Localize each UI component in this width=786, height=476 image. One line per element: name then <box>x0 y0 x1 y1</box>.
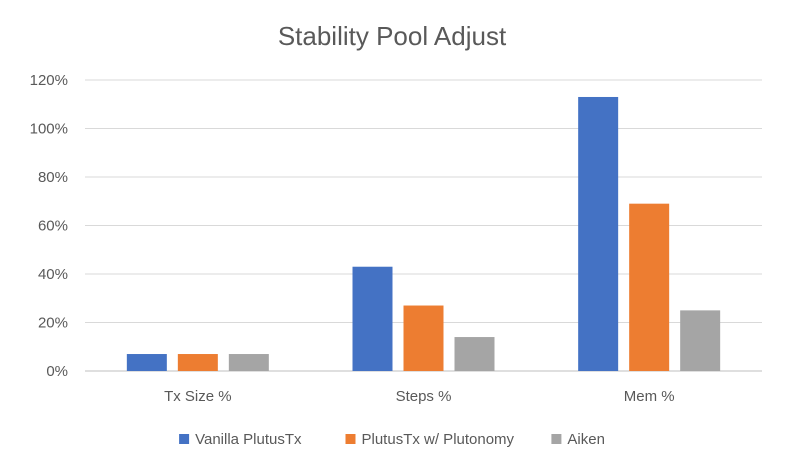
x-category-label: Mem % <box>624 388 675 405</box>
y-axis-tick-labels: 0% 20% 40% 60% 80% 100% 120% <box>30 72 68 380</box>
bar <box>680 310 721 371</box>
legend-swatch <box>179 434 190 444</box>
legend-label: Vanilla PlutusTx <box>195 431 302 448</box>
x-axis-category-labels: Tx Size % Steps % Mem % <box>164 388 675 405</box>
gridlines <box>85 79 762 372</box>
y-tick-label: 80% <box>38 169 68 186</box>
chart-title: Stability Pool Adjust <box>278 21 507 51</box>
y-tick-label: 0% <box>46 363 68 380</box>
bar <box>578 96 619 371</box>
y-tick-label: 100% <box>30 121 68 138</box>
legend-swatch <box>345 434 356 444</box>
y-tick-label: 120% <box>30 72 68 89</box>
y-tick-label: 60% <box>38 218 68 235</box>
bar <box>126 354 167 371</box>
y-tick-label: 40% <box>38 266 68 283</box>
bar <box>403 305 444 371</box>
bar <box>177 354 218 371</box>
legend: Vanilla PlutusTx PlutusTx w/ Plutonomy Aik… <box>179 431 605 448</box>
bars <box>126 96 721 371</box>
legend-label: Aiken <box>567 431 605 448</box>
x-category-label: Steps % <box>396 388 452 405</box>
bar <box>629 203 670 371</box>
y-tick-label: 20% <box>38 315 68 332</box>
bar <box>454 337 495 371</box>
legend-label: PlutusTx w/ Plutonomy <box>362 431 515 448</box>
x-category-label: Tx Size % <box>164 388 232 405</box>
bar <box>228 354 269 371</box>
bar <box>352 266 393 371</box>
legend-swatch <box>551 434 562 444</box>
